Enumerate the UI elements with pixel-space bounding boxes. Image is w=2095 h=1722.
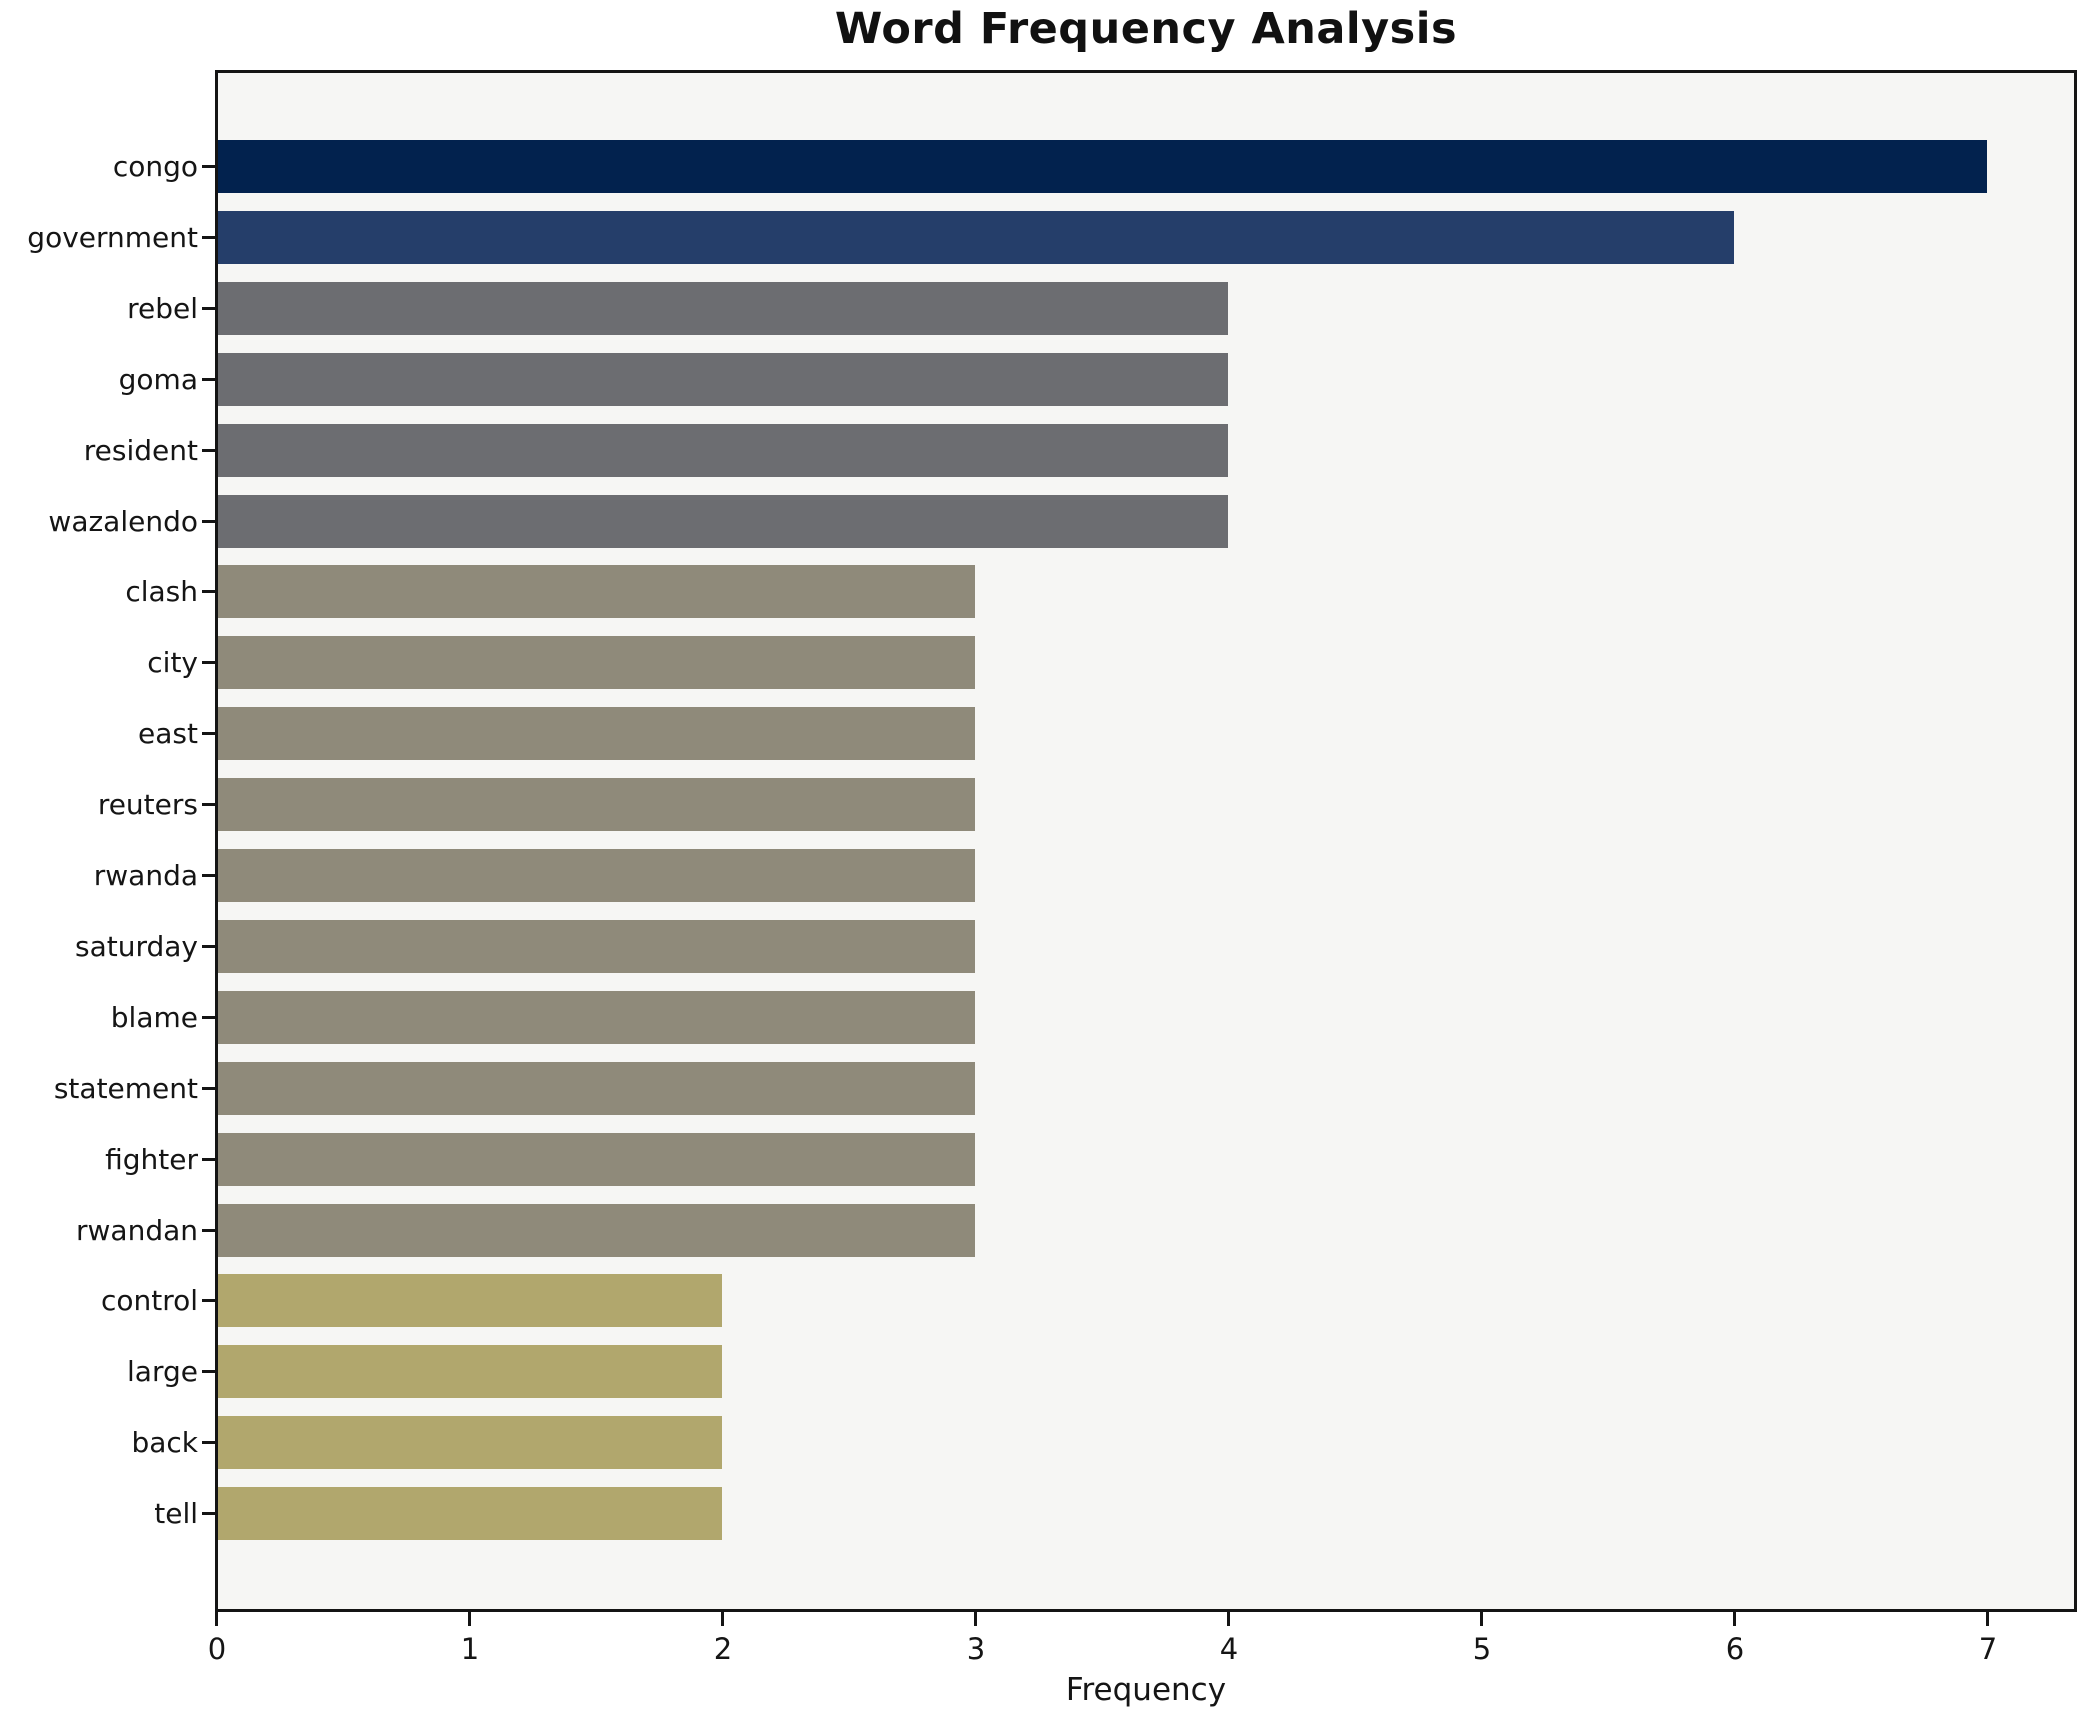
bar-saturday xyxy=(218,920,975,973)
bar-tell xyxy=(218,1487,722,1540)
bar-row-government: government xyxy=(0,202,2095,273)
y-tick-mark xyxy=(202,1016,215,1019)
y-tick-label-control: control xyxy=(100,1283,198,1317)
x-tick-mark-2 xyxy=(721,1612,724,1626)
x-tick-label-2: 2 xyxy=(713,1632,733,1666)
x-tick-mark-0 xyxy=(215,1612,218,1626)
x-tick-mark-5 xyxy=(1480,1612,1483,1626)
bar-row-back: back xyxy=(0,1407,2095,1478)
y-tick-mark xyxy=(202,1441,215,1444)
y-tick-mark xyxy=(202,874,215,877)
y-tick-label-saturday: saturday xyxy=(75,929,198,963)
y-tick-mark xyxy=(202,165,215,168)
y-tick-label-goma: goma xyxy=(118,362,198,396)
y-tick-mark xyxy=(202,732,215,735)
bar-row-saturday: saturday xyxy=(0,911,2095,982)
y-tick-mark xyxy=(202,1299,215,1302)
y-tick-label-city: city xyxy=(147,645,198,679)
y-tick-mark xyxy=(202,1087,215,1090)
bar-rwanda xyxy=(218,849,975,902)
y-tick-label-statement: statement xyxy=(53,1071,198,1105)
y-tick-label-wazalendo: wazalendo xyxy=(48,504,198,538)
y-tick-label-blame: blame xyxy=(110,1000,198,1034)
bar-blame xyxy=(218,991,975,1044)
bar-resident xyxy=(218,424,1228,477)
bar-row-clash: clash xyxy=(0,556,2095,627)
y-tick-mark xyxy=(202,1229,215,1232)
bar-rebel xyxy=(218,282,1228,335)
bar-wazalendo xyxy=(218,495,1228,548)
bar-row-rwandan: rwandan xyxy=(0,1195,2095,1266)
y-tick-label-congo: congo xyxy=(112,149,198,183)
y-tick-mark xyxy=(202,590,215,593)
x-tick-mark-4 xyxy=(1227,1612,1230,1626)
x-tick-label-1: 1 xyxy=(460,1632,480,1666)
y-tick-label-reuters: reuters xyxy=(97,787,198,821)
bar-large xyxy=(218,1345,722,1398)
y-tick-label-rwandan: rwandan xyxy=(76,1213,198,1247)
y-tick-label-clash: clash xyxy=(125,574,198,608)
y-tick-mark xyxy=(202,945,215,948)
bar-row-blame: blame xyxy=(0,982,2095,1053)
x-tick-label-5: 5 xyxy=(1472,1632,1492,1666)
y-tick-mark xyxy=(202,236,215,239)
y-tick-mark xyxy=(202,1158,215,1161)
bar-back xyxy=(218,1416,722,1469)
x-tick-mark-6 xyxy=(1733,1612,1736,1626)
y-tick-label-rebel: rebel xyxy=(127,291,198,325)
x-axis-label: Frequency xyxy=(1065,1672,1227,1708)
y-tick-mark xyxy=(202,378,215,381)
y-tick-label-tell: tell xyxy=(154,1496,198,1530)
bar-reuters xyxy=(218,778,975,831)
bar-row-control: control xyxy=(0,1265,2095,1336)
x-tick-label-3: 3 xyxy=(966,1632,986,1666)
y-tick-label-east: east xyxy=(138,716,198,750)
y-tick-mark xyxy=(202,307,215,310)
bar-row-wazalendo: wazalendo xyxy=(0,486,2095,557)
bar-congo xyxy=(218,140,1987,193)
bar-row-fighter: fighter xyxy=(0,1124,2095,1195)
bar-row-large: large xyxy=(0,1336,2095,1407)
y-tick-mark xyxy=(202,449,215,452)
bar-city xyxy=(218,636,975,689)
y-tick-mark xyxy=(202,661,215,664)
x-tick-label-7: 7 xyxy=(1978,1632,1998,1666)
y-tick-label-rwanda: rwanda xyxy=(93,858,198,892)
bar-row-statement: statement xyxy=(0,1053,2095,1124)
bar-row-rwanda: rwanda xyxy=(0,840,2095,911)
bar-east xyxy=(218,707,975,760)
x-tick-mark-7 xyxy=(1986,1612,1989,1626)
bar-clash xyxy=(218,565,975,618)
bar-row-east: east xyxy=(0,698,2095,769)
bar-goma xyxy=(218,353,1228,406)
bar-row-city: city xyxy=(0,627,2095,698)
chart-title: Word Frequency Analysis xyxy=(834,4,1458,54)
y-tick-label-fighter: fighter xyxy=(105,1142,198,1176)
bar-rwandan xyxy=(218,1204,975,1257)
x-tick-label-6: 6 xyxy=(1725,1632,1745,1666)
bar-control xyxy=(218,1274,722,1327)
x-tick-label-0: 0 xyxy=(207,1632,227,1666)
bar-fighter xyxy=(218,1133,975,1186)
bar-government xyxy=(218,211,1734,264)
y-tick-mark xyxy=(202,520,215,523)
bar-row-tell: tell xyxy=(0,1478,2095,1549)
bar-row-congo: congo xyxy=(0,131,2095,202)
bar-statement xyxy=(218,1062,975,1115)
bar-row-resident: resident xyxy=(0,415,2095,486)
x-tick-mark-3 xyxy=(974,1612,977,1626)
y-tick-label-government: government xyxy=(27,220,198,254)
bar-row-rebel: rebel xyxy=(0,273,2095,344)
y-tick-mark xyxy=(202,803,215,806)
y-tick-label-large: large xyxy=(127,1354,198,1388)
bar-row-goma: goma xyxy=(0,344,2095,415)
y-tick-mark xyxy=(202,1370,215,1373)
x-tick-mark-1 xyxy=(468,1612,471,1626)
x-tick-label-4: 4 xyxy=(1219,1632,1239,1666)
y-tick-label-resident: resident xyxy=(83,433,198,467)
y-tick-mark xyxy=(202,1512,215,1515)
y-tick-label-back: back xyxy=(131,1425,198,1459)
bar-row-reuters: reuters xyxy=(0,769,2095,840)
